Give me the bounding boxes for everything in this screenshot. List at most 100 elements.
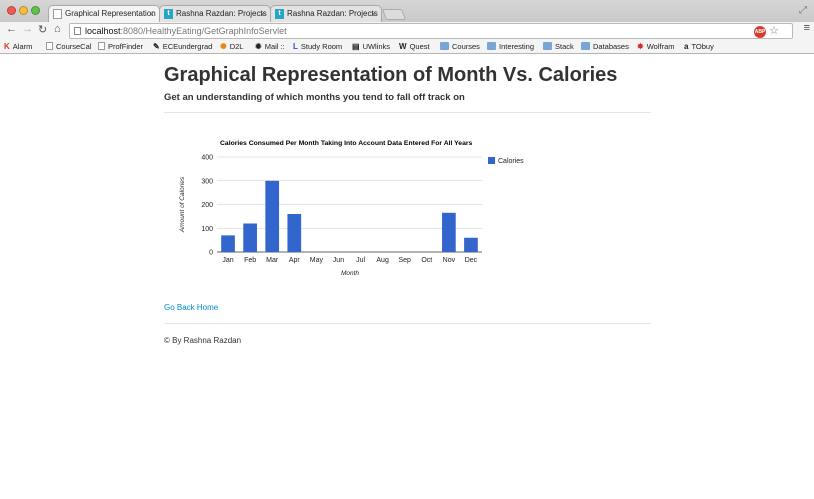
bookmark-courses[interactable]: Courses: [440, 40, 480, 54]
x-axis-label: Month: [341, 270, 359, 277]
tab-close-icon[interactable]: ×: [148, 9, 154, 19]
pencil-icon: ✎: [153, 42, 160, 51]
bookmark-eceundergrad[interactable]: ✎ ECEundergrad: [153, 40, 212, 54]
bookmark-label: ProfFinder: [108, 42, 144, 51]
chart-title: Calories Consumed Per Month Taking Into …: [220, 140, 473, 147]
bookmark-quest[interactable]: W Quest: [399, 40, 430, 54]
amazon-icon: a: [684, 42, 689, 51]
window-minimize-button[interactable]: [19, 6, 28, 15]
y-tick-label: 200: [201, 202, 213, 209]
new-tab-button[interactable]: [381, 9, 407, 20]
tab-projects-2[interactable]: t Rashna Razdan: Projects ×: [270, 5, 382, 22]
divider: [164, 323, 651, 324]
x-tick-label: Apr: [289, 257, 301, 264]
bookmark-label: Courses: [452, 42, 480, 51]
reload-icon[interactable]: ↻: [38, 24, 48, 36]
tab-close-icon[interactable]: ×: [259, 9, 265, 19]
address-bar[interactable]: localhost:8080/HealthyEating/GetGraphInf…: [69, 23, 793, 39]
menu-icon[interactable]: ≡: [803, 22, 810, 34]
x-tick-label: Feb: [244, 257, 256, 264]
bookmark-coursecal[interactable]: CourseCal: [46, 40, 91, 54]
bookmark-mail[interactable]: ✹ Mail ::: [255, 40, 285, 54]
k-icon: K: [4, 42, 10, 51]
x-tick-label: Jun: [333, 257, 344, 264]
folder-icon: [440, 42, 449, 50]
document-icon: [53, 9, 62, 19]
y-tick-label: 400: [201, 155, 213, 162]
bar-apr[interactable]: [287, 214, 302, 252]
wolfram-icon: ✸: [637, 42, 644, 51]
bookmark-label: Stack: [555, 42, 574, 51]
bookmark-star-icon[interactable]: ☆: [769, 25, 779, 37]
toolbar: ← → ↻ ⌂ localhost:8080/HealthyEating/Get…: [0, 22, 814, 40]
bookmark-label: Alarm: [12, 42, 33, 51]
quest-icon: W: [399, 42, 407, 51]
x-tick-label: May: [310, 257, 324, 264]
y-axis-label: Amount of Calories: [179, 176, 186, 233]
bookmark-label: Mail ::: [264, 42, 285, 51]
tab-graphical-representation[interactable]: Graphical Representation ×: [48, 5, 160, 23]
bookmark-label: CourseCal: [56, 42, 92, 51]
folder-icon: [581, 42, 590, 50]
bookmark-label: ECEundergrad: [162, 42, 213, 51]
y-tick-label: 100: [201, 226, 213, 233]
document-icon: [46, 42, 53, 50]
bookmark-d2l[interactable]: ✺ D2L: [220, 40, 243, 54]
bookmarks-bar: K Alarm CourseCal ProfFinder ✎ ECEundergrad ✺ D…: [0, 40, 814, 54]
y-tick-label: 300: [201, 178, 213, 185]
bar-mar[interactable]: [265, 180, 280, 252]
library-icon: L: [293, 42, 298, 51]
x-tick-label: Dec: [465, 257, 478, 264]
bookmark-proffinder[interactable]: ProfFinder: [98, 40, 143, 54]
tab-title: Graphical Representation: [65, 9, 156, 18]
document-icon: [98, 42, 105, 50]
bookmark-databases[interactable]: Databases: [581, 40, 629, 54]
bookmark-interesting[interactable]: Interesting: [487, 40, 534, 54]
legend-swatch: [488, 157, 495, 164]
tab-strip: Graphical Representation × t Rashna Razd…: [0, 0, 814, 23]
bookmark-label: Wolfram: [646, 42, 675, 51]
bookmark-uwlinks[interactable]: ▤ UWlinks: [352, 40, 390, 54]
bar-feb[interactable]: [243, 223, 257, 253]
tumblr-icon: t: [275, 9, 284, 19]
divider: [164, 112, 651, 113]
uwlinks-icon: ▤: [352, 42, 360, 51]
home-icon[interactable]: ⌂: [54, 23, 61, 35]
bookmark-label: Databases: [593, 42, 629, 51]
window-maximize-button[interactable]: [31, 6, 40, 15]
footer-copyright: © By Rashna Razdan: [164, 336, 242, 345]
bookmark-label: D2L: [229, 42, 244, 51]
back-arrow-icon[interactable]: ←: [6, 23, 17, 35]
x-tick-label: Jul: [356, 257, 365, 264]
bookmark-label: UWlinks: [362, 42, 391, 51]
bar-nov[interactable]: [442, 212, 456, 252]
folder-icon: [487, 42, 496, 50]
d2l-icon: ✺: [220, 42, 227, 51]
tab-title: Rashna Razdan: Projects: [176, 9, 267, 18]
bookmark-label: Study Room: [300, 42, 343, 51]
tab-title: Rashna Razdan: Projects: [287, 9, 378, 18]
bookmark-wolfram[interactable]: ✸ Wolfram: [637, 40, 674, 54]
calories-chart: Calories Consumed Per Month Taking Into …: [164, 133, 564, 281]
tab-close-icon[interactable]: ×: [370, 9, 376, 19]
bookmark-stack[interactable]: Stack: [543, 40, 574, 54]
window-close-button[interactable]: [7, 6, 16, 15]
tab-projects-1[interactable]: t Rashna Razdan: Projects ×: [159, 5, 271, 22]
page-subtitle: Get an understanding of which months you…: [164, 92, 465, 103]
bar-jan[interactable]: [221, 235, 235, 252]
bar-dec[interactable]: [464, 237, 478, 252]
bookmark-tobuy[interactable]: a TObuy: [684, 40, 714, 54]
go-back-home-link[interactable]: Go Back Home: [164, 303, 219, 312]
forward-arrow-icon[interactable]: →: [22, 23, 33, 35]
mail-icon: ✹: [255, 42, 262, 51]
page-content: Graphical Representation of Month Vs. Ca…: [0, 55, 814, 499]
bookmark-label: Interesting: [499, 42, 535, 51]
bookmark-alarm[interactable]: K Alarm: [4, 40, 32, 54]
fullscreen-icon[interactable]: ⤢: [799, 5, 807, 16]
x-tick-label: Jan: [222, 257, 233, 264]
y-tick-label: 0: [209, 250, 213, 257]
bookmark-study-room[interactable]: L Study Room: [293, 40, 342, 54]
bookmark-label: TObuy: [691, 42, 714, 51]
adblock-icon[interactable]: ABP: [754, 26, 766, 38]
tumblr-icon: t: [164, 9, 173, 19]
